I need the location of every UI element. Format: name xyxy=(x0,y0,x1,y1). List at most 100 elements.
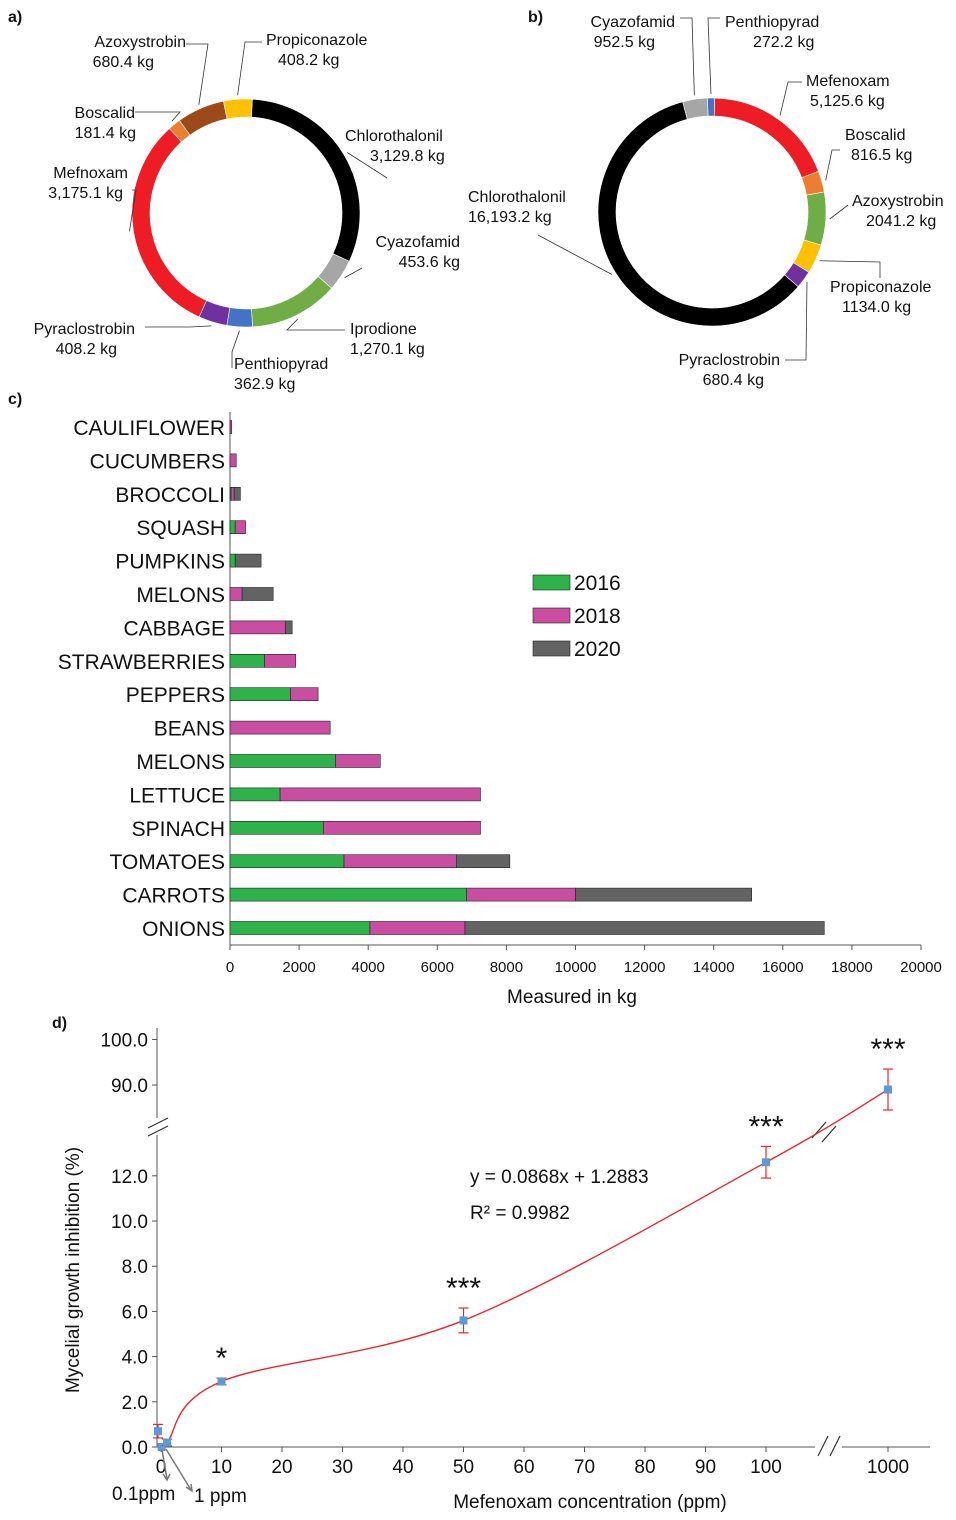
pie-b-slice-chlorothalonil xyxy=(597,101,799,327)
pie-a-slice-propiconazole xyxy=(223,98,253,120)
c-category-label: CABBAGE xyxy=(123,617,225,640)
c-x-axis-title: Measured in kg xyxy=(507,987,637,1008)
pie-a-slice-label: Penthiopyrad xyxy=(234,356,328,373)
c-bar-pumpkins-2020 xyxy=(234,553,262,568)
c-x-tick-label: 10000 xyxy=(555,959,597,976)
c-x-tick-label: 8000 xyxy=(490,959,523,976)
pie-b-leader-line xyxy=(537,234,613,275)
pie-b-leader-line xyxy=(779,81,802,116)
c-bar-tomatoes-2020 xyxy=(456,854,511,869)
d-fit-curve xyxy=(160,1088,889,1450)
c-bar-beans-2018 xyxy=(229,720,331,735)
c-bar-cabbage-2018 xyxy=(229,620,286,635)
c-bar-cabbage-2020 xyxy=(284,620,293,635)
d-y-axis-break xyxy=(147,1117,169,1137)
c-category-label: BEANS xyxy=(154,718,225,741)
c-category-label: CAULIFLOWER xyxy=(73,417,225,440)
pie-a-slice-value: 408.2 kg xyxy=(56,341,117,358)
c-bar-broccoli-2018 xyxy=(230,486,235,501)
pie-a-slice-azoxystrobin xyxy=(179,100,228,136)
d-x-tick-label: 0 xyxy=(156,1457,167,1478)
c-bar-onions-2020 xyxy=(464,921,825,935)
c-bar-spinach-2016 xyxy=(229,820,324,835)
r-squared-text: R² = 0.9982 xyxy=(470,1203,570,1224)
c-bar-carrots-2016 xyxy=(229,887,467,902)
pie-b-slice-value: 16,193.2 kg xyxy=(468,209,552,226)
pie-a-leader-line xyxy=(237,41,262,96)
c-bar-broccoli-2020 xyxy=(233,486,241,501)
donut-chart-b: Mefenoxam 5,125.6 kg Boscalid 816.5 kg Azoxy… xyxy=(468,14,944,389)
c-category-label: LETTUCE xyxy=(129,784,225,807)
d-x-tick-label: 10 xyxy=(211,1457,232,1478)
panel-b-label: b) xyxy=(528,9,543,26)
d-x-tick-label: 20 xyxy=(271,1457,292,1478)
d-x-tick-label: 1000 xyxy=(867,1457,909,1478)
pie-a-slice-value: 3,129.8 kg xyxy=(370,148,445,165)
c-category-label: SPINACH xyxy=(132,818,225,841)
pie-a-slice-label: Cyazofamid xyxy=(376,234,460,251)
c-category-label: CUCUMBERS xyxy=(90,450,225,473)
pie-a-slice-value: 408.2 kg xyxy=(278,52,339,69)
pie-a-slice-chlorothalonil xyxy=(251,98,361,262)
c-x-tick-label: 6000 xyxy=(421,959,454,976)
pie-a-slice-mefnoxam xyxy=(131,128,207,318)
d-x-tick-label: 30 xyxy=(332,1457,353,1478)
d-x-tick-label: 100 xyxy=(750,1457,782,1478)
c-x-tick-label: 18000 xyxy=(831,959,873,976)
pie-a-slice-label: Azoxystrobin xyxy=(94,34,186,51)
d-x-tick-label: 40 xyxy=(392,1457,413,1478)
pie-a-slice-label: Boscalid xyxy=(75,105,135,122)
d-x-tick-label: 60 xyxy=(513,1457,534,1478)
pie-b-slice-value: 816.5 kg xyxy=(851,147,912,164)
c-bar-lettuce-2016 xyxy=(229,787,281,802)
c-bar-squash-2016 xyxy=(229,520,236,535)
c-bar-lettuce-2018 xyxy=(279,787,481,802)
pie-a-slice-label: Pyraclostrobin xyxy=(34,321,135,338)
c-bar-tomatoes-2018 xyxy=(343,854,457,869)
y-axis-title: Mycelial growth inhibition (%) xyxy=(63,1147,84,1393)
pie-b-slice-value: 952.5 kg xyxy=(594,34,655,51)
panel-d-label: d) xyxy=(52,1015,67,1032)
pie-b-slice-value: 5,125.6 kg xyxy=(810,93,885,110)
c-category-label: PEPPERS xyxy=(126,684,225,707)
d-data-point xyxy=(163,1438,172,1447)
pie-b-leader-line xyxy=(819,260,881,278)
c-category-label: CARROTS xyxy=(122,885,225,908)
c-bar-cucumbers-2018 xyxy=(229,453,237,468)
pie-a-slice-value: 680.4 kg xyxy=(93,54,154,71)
d-y-tick-label: 6.0 xyxy=(122,1302,148,1323)
line-chart-d: y = 0.0868x + 1.2883 R² = 0.9982 Mefenox… xyxy=(63,1028,930,1513)
pie-b-slice-value: 272.2 kg xyxy=(753,34,814,51)
pie-a-leader-line xyxy=(286,318,345,331)
pie-b-slice-azoxystrobin xyxy=(803,191,827,246)
pie-a-slice-value: 1,270.1 kg xyxy=(350,341,425,358)
pie-a-slice-value: 362.9 kg xyxy=(234,376,295,393)
d-y-tick-label: 2.0 xyxy=(122,1393,148,1414)
c-bar-tomatoes-2016 xyxy=(229,854,345,869)
donut-chart-a: Chlorothalonil 3,129.8 kg Cyazofamid 453.6 … xyxy=(34,32,460,393)
panel-c-label: c) xyxy=(8,391,22,408)
c-category-label: PUMPKINS xyxy=(115,551,225,574)
c-x-tick-label: 2000 xyxy=(282,959,315,976)
c-category-label: MELONS xyxy=(136,584,225,607)
c-bar-strawberries-2016 xyxy=(229,653,265,668)
d-significance-mark: * xyxy=(216,1342,228,1375)
c-x-tick-label: 4000 xyxy=(352,959,385,976)
d-y-tick-label: 0.0 xyxy=(122,1438,148,1459)
bar-chart-c: 0 2000 4000 6000 8000 10000 12000 14000 16000 180… xyxy=(58,412,942,1008)
c-legend-swatch-2020 xyxy=(532,640,571,657)
d-y-tick-label: 12.0 xyxy=(111,1167,148,1188)
pie-b-slice-label: Penthiopyrad xyxy=(725,14,819,31)
pie-b-slice-label: Boscalid xyxy=(845,127,905,144)
d-data-point xyxy=(217,1377,226,1386)
c-bar-onions-2018 xyxy=(369,921,466,935)
d-data-point xyxy=(459,1316,468,1325)
d-arrow-0-1ppm xyxy=(161,1449,171,1482)
pie-a-leader-line xyxy=(347,152,388,179)
c-bar-melons-2016 xyxy=(229,754,336,768)
pie-a-leader-line xyxy=(186,43,209,105)
c-bar-peppers-2016 xyxy=(229,687,291,702)
pie-a-slice-iprodione xyxy=(251,275,333,328)
d-curve-break xyxy=(811,1121,837,1143)
